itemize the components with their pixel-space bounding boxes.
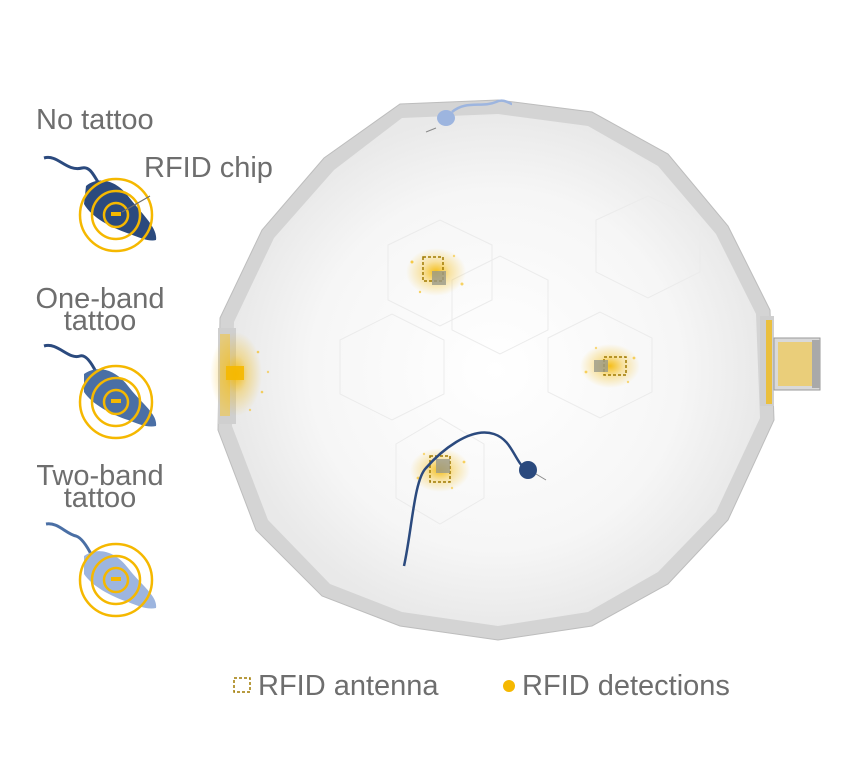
legend-antenna-label: RFID antenna xyxy=(258,669,439,702)
mouse-top xyxy=(425,99,513,133)
label-one-band-line2: tattoo xyxy=(63,305,137,337)
scattered-detection-dots xyxy=(248,254,636,490)
arena-floor xyxy=(232,114,760,626)
legend-antenna-symbol xyxy=(233,677,251,693)
antenna-outline-1 xyxy=(422,256,444,282)
rfid-antenna-1 xyxy=(406,248,466,296)
mouse-one-band-figure xyxy=(43,343,157,440)
mouse-no-tattoo-figure xyxy=(43,155,157,253)
right-corridor xyxy=(760,316,821,406)
rfid-chip-pointer xyxy=(121,195,151,213)
feeder-block-3 xyxy=(436,459,450,473)
detection-cloud-2 xyxy=(580,344,640,388)
legend-detections-label: RFID detections xyxy=(522,669,730,702)
label-one-band-line1: One-band xyxy=(35,283,165,315)
arena-enclosure xyxy=(217,99,775,641)
label-two-band-line1: Two-band xyxy=(36,460,164,492)
legend-detection-symbol xyxy=(503,680,515,692)
floor-tiles xyxy=(339,195,701,525)
label-rfid-chip: RFID chip xyxy=(144,152,273,184)
feeder-block-1 xyxy=(432,271,446,285)
rfid-antenna-2 xyxy=(580,344,640,388)
mouse-two-band-figure xyxy=(45,522,157,618)
label-no-tattoo: No tattoo xyxy=(36,104,154,136)
label-two-band-line2: tattoo xyxy=(63,482,137,514)
mouse-arena xyxy=(402,431,547,567)
rfid-antenna-3 xyxy=(410,448,470,492)
feeder-block-2 xyxy=(594,360,608,372)
left-entrance xyxy=(210,328,262,424)
